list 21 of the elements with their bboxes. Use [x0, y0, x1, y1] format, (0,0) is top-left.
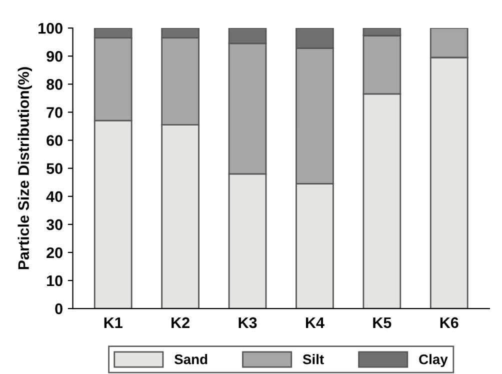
- legend-label: Sand: [174, 354, 208, 364]
- y-tick-label: 100: [38, 22, 62, 34]
- y-axis-title: Particle Size Distribution(%): [18, 67, 32, 270]
- legend-label: Silt: [302, 354, 324, 364]
- y-tick-label: 40: [46, 191, 62, 202]
- x-tick-label: K5: [373, 317, 392, 328]
- legend-label: Clay: [419, 354, 448, 368]
- y-tick-label: 30: [46, 219, 62, 230]
- y-tick-label: 70: [46, 107, 62, 118]
- x-tick-label: K2: [172, 317, 190, 328]
- y-tick-label: 50: [46, 163, 62, 174]
- y-tick-label: 90: [46, 50, 62, 62]
- y-tick-label: 0: [55, 303, 62, 314]
- x-tick-label: K4: [306, 317, 324, 328]
- y-tick-label: 20: [46, 247, 62, 258]
- x-tick-label: K1: [104, 317, 122, 328]
- x-tick-label: K6: [440, 317, 458, 328]
- y-tick-label: 80: [46, 79, 62, 90]
- x-tick-label: K3: [238, 317, 257, 328]
- y-tick-label: 60: [46, 135, 62, 146]
- y-tick-label: 10: [47, 275, 62, 286]
